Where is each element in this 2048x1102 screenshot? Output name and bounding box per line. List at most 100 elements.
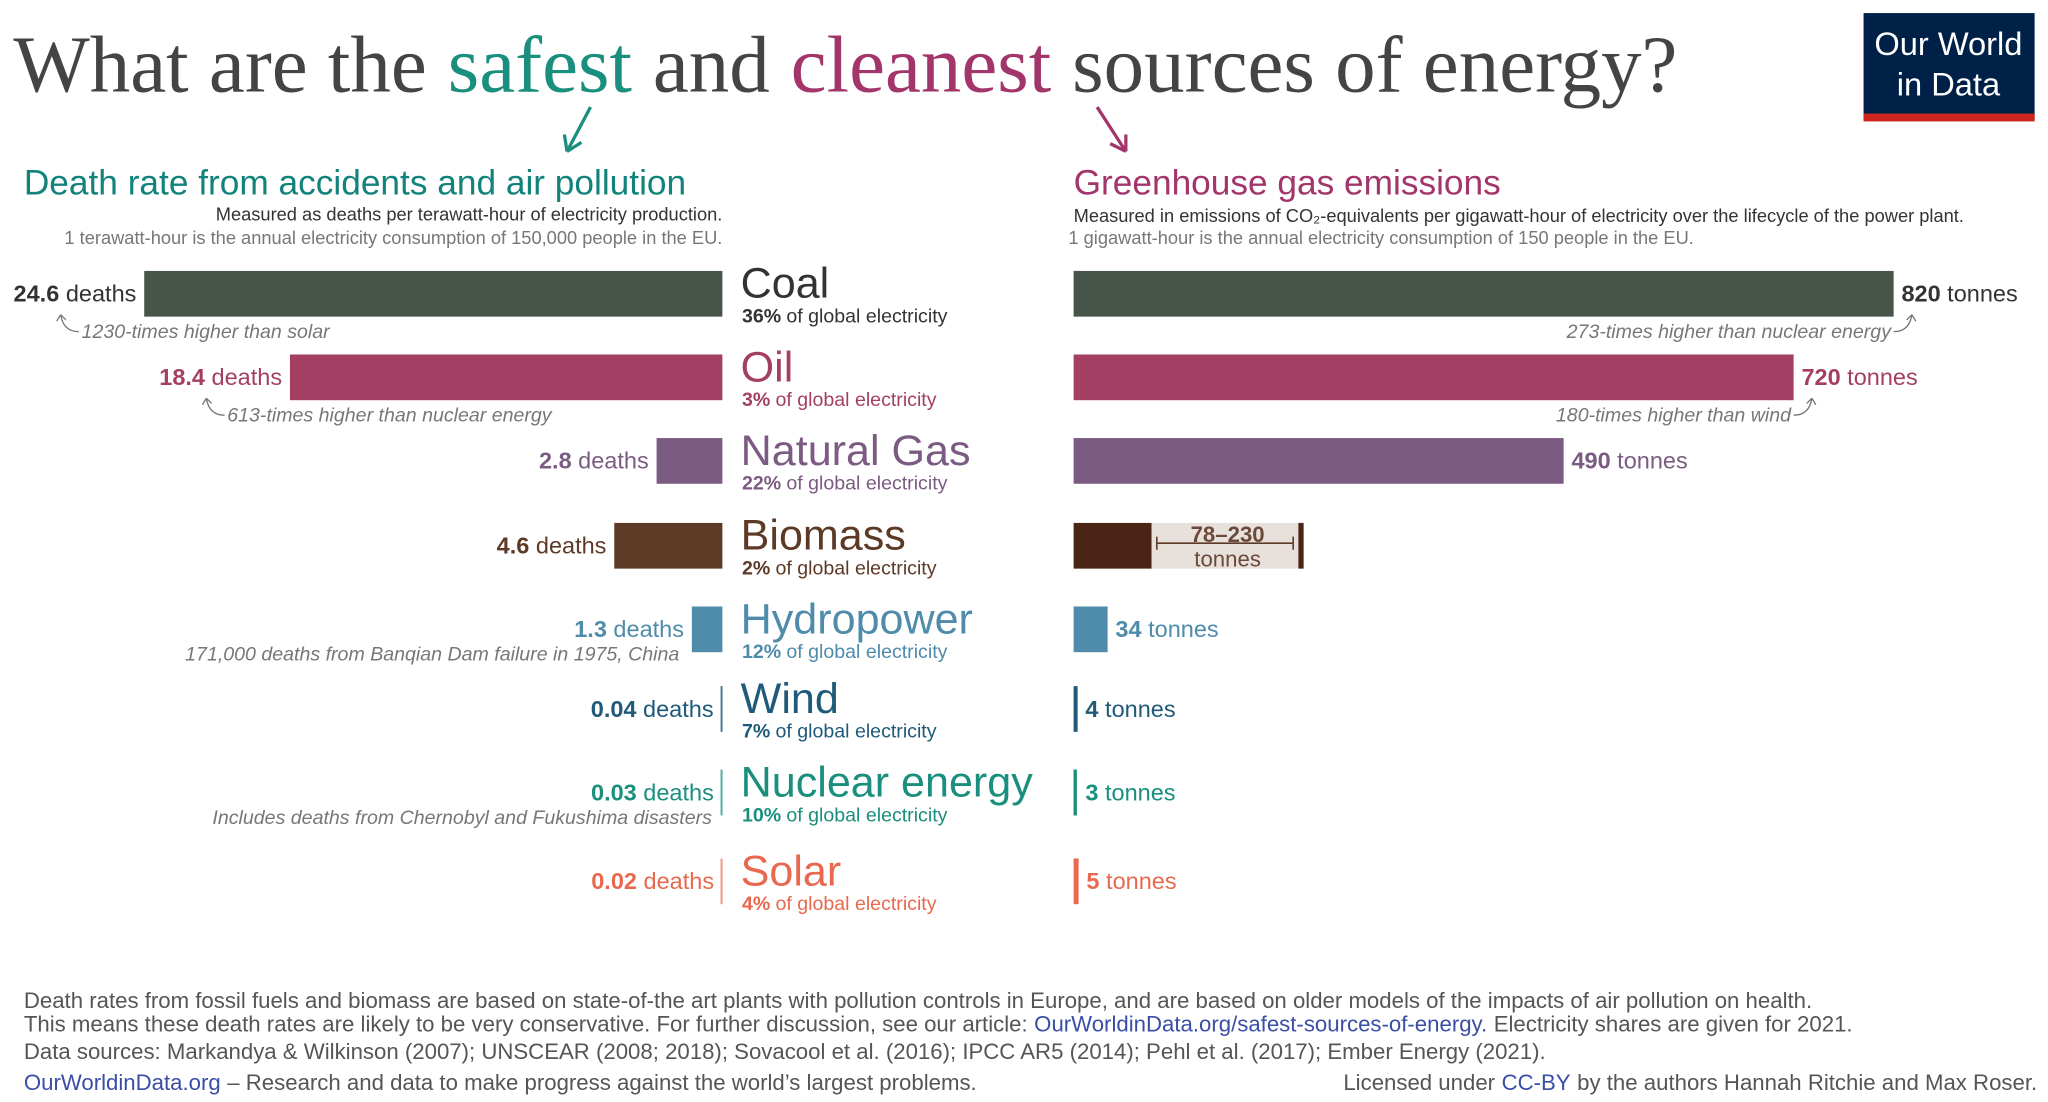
value-label: 18.4 deaths xyxy=(159,364,282,390)
value-number: 0.04 xyxy=(591,696,637,722)
value-number: 0.02 xyxy=(591,868,637,894)
value-label: 24.6 deaths xyxy=(14,281,137,307)
value-number: 720 xyxy=(1801,364,1840,390)
value-number: 4 xyxy=(1085,696,1098,722)
value-label: 3 tonnes xyxy=(1085,779,1175,805)
value-label: 0.02 deaths xyxy=(591,868,714,894)
value-unit: tonnes xyxy=(1148,616,1219,642)
bar-tick xyxy=(720,769,723,816)
note-arrow xyxy=(201,397,225,416)
share-value: 3% xyxy=(742,389,770,411)
value-number: 490 xyxy=(1571,448,1610,474)
value-label: 820 tonnes xyxy=(1901,281,2017,307)
footer-link[interactable]: OurWorldinData.org xyxy=(24,1070,221,1095)
title-part: and xyxy=(653,19,770,109)
share-label: 2% of global electricity xyxy=(742,558,937,580)
share-value: 4% xyxy=(742,893,770,915)
bar xyxy=(1073,354,1794,401)
note-arrow xyxy=(56,314,79,333)
footer: Death rates from fossil fuels and biomas… xyxy=(24,988,2037,1095)
bar xyxy=(289,354,723,401)
footer-link[interactable]: CC-BY xyxy=(1502,1070,1571,1095)
panel-title: Death rate from accidents and air pollut… xyxy=(24,164,686,203)
footer-text: Electricity shares are given for 2021. xyxy=(1494,1011,1853,1036)
category-label: Oil xyxy=(741,343,794,391)
footer-text: Licensed under xyxy=(1343,1070,1495,1095)
range-bar xyxy=(1151,522,1304,569)
panel-title: Greenhouse gas emissions xyxy=(1074,164,1501,203)
arrow xyxy=(562,106,592,153)
value-number: 3 xyxy=(1085,779,1098,805)
value-unit: tonnes xyxy=(1847,364,1918,390)
share-suffix: of global electricity xyxy=(786,804,947,826)
logo-text: in Data xyxy=(1897,65,2001,102)
arrow xyxy=(1095,106,1128,153)
value-number: 24.6 xyxy=(14,281,60,307)
bar xyxy=(656,438,723,484)
share-label: 10% of global electricity xyxy=(742,804,948,826)
footer-text: This means these death rates are likely … xyxy=(24,1011,1853,1036)
value-unit: tonnes xyxy=(1105,696,1176,722)
title-part: What are the xyxy=(13,19,426,109)
value-unit: deaths xyxy=(212,364,283,390)
value-number: 820 xyxy=(1901,281,1940,307)
value-label: 4 tonnes xyxy=(1085,696,1175,722)
note: 180-times higher than wind xyxy=(1556,405,1792,427)
value-label: 5 tonnes xyxy=(1086,868,1176,894)
value-unit: deaths xyxy=(613,616,684,642)
footer-text: Death rates from fossil fuels and biomas… xyxy=(24,988,1812,1013)
value-label: 78–230 xyxy=(1191,522,1265,547)
value-number: 18.4 xyxy=(159,364,205,390)
share-suffix: of global electricity xyxy=(786,306,947,328)
share-suffix: of global electricity xyxy=(775,721,936,743)
panel-subtitle: Measured as deaths per terawatt-hour of … xyxy=(216,204,723,225)
share-value: 7% xyxy=(742,721,770,743)
bar-tick xyxy=(720,858,723,905)
bar xyxy=(691,606,723,653)
category-label: Natural Gas xyxy=(741,427,971,475)
bar-tick xyxy=(1073,769,1077,816)
share-label: 4% of global electricity xyxy=(742,893,937,915)
share-label: 22% of global electricity xyxy=(742,473,948,495)
value-unit: tonnes xyxy=(1947,281,2018,307)
bar xyxy=(614,522,723,569)
value-unit: deaths xyxy=(643,696,714,722)
value-unit: tonnes xyxy=(1106,868,1177,894)
value-label: 1.3 deaths xyxy=(574,616,684,642)
share-label: 12% of global electricity xyxy=(742,641,948,663)
value-label: 34 tonnes xyxy=(1115,616,1218,642)
note-arrow xyxy=(1893,314,1917,333)
footer-link[interactable]: OurWorldinData.org/safest-sources-of-ene… xyxy=(1034,1011,1487,1036)
category-label: Solar xyxy=(741,847,842,895)
share-label: 3% of global electricity xyxy=(742,389,937,411)
note-arrow xyxy=(1793,397,1817,416)
value-unit: tonnes xyxy=(1105,779,1176,805)
panel-note: 1 gigawatt-hour is the annual electricit… xyxy=(1068,227,1693,248)
share-value: 2% xyxy=(742,558,770,580)
page-title: What are the safest and cleanest sources of … xyxy=(13,19,1677,109)
value-unit: tonnes xyxy=(1194,547,1261,572)
note: 613-times higher than nuclear energy xyxy=(227,405,553,427)
value-number: 5 xyxy=(1086,868,1099,894)
value-number: 1.3 xyxy=(574,616,607,642)
value-unit: tonnes xyxy=(1617,448,1688,474)
logo[interactable]: Our World in Data xyxy=(1863,13,2035,122)
value-unit: deaths xyxy=(644,868,715,894)
panel-note: 1 terawatt-hour is the annual electricit… xyxy=(64,227,722,248)
category-label: Hydropower xyxy=(741,595,973,643)
value-label: 0.03 deaths xyxy=(591,779,714,805)
note: 1230-times higher than solar xyxy=(82,321,332,343)
share-suffix: of global electricity xyxy=(786,473,947,495)
logo-text: Our World xyxy=(1874,25,2022,62)
bar xyxy=(144,270,723,317)
value-label: 2.8 deaths xyxy=(539,448,649,474)
bar xyxy=(1073,606,1108,653)
note: Includes deaths from Chernobyl and Fukus… xyxy=(212,807,712,829)
category-label: Coal xyxy=(741,260,830,308)
value-label: 720 tonnes xyxy=(1801,364,1917,390)
panel-subtitle: Measured in emissions of CO₂-equivalents… xyxy=(1074,205,1964,226)
title-part: safest xyxy=(448,19,633,109)
value-number: 0.03 xyxy=(591,779,637,805)
